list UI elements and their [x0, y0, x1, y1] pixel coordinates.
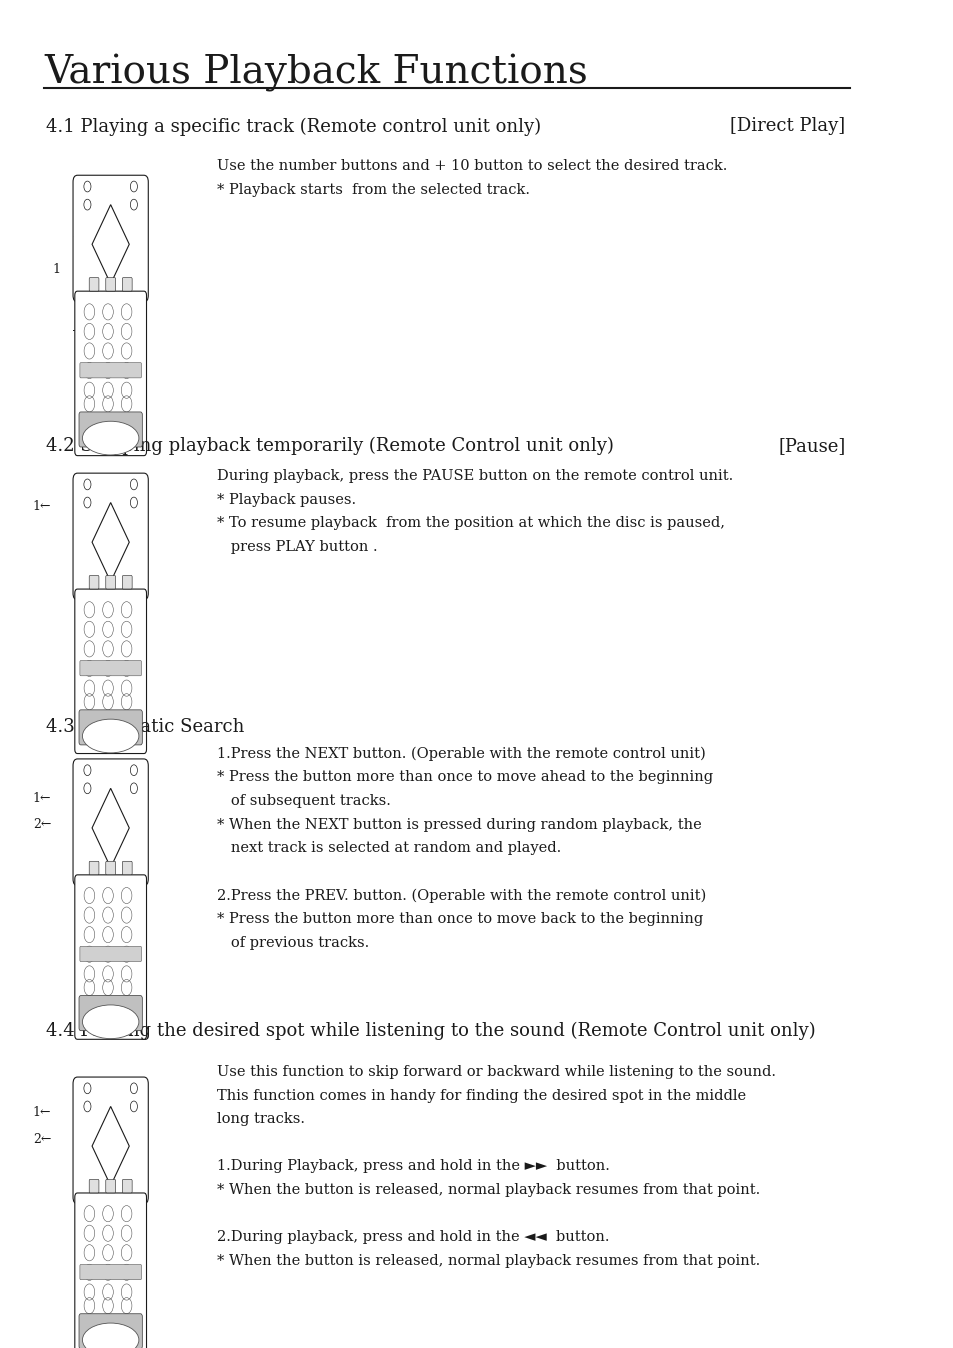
Text: 2←: 2← — [33, 1132, 51, 1146]
FancyBboxPatch shape — [106, 278, 115, 291]
FancyBboxPatch shape — [79, 996, 142, 1031]
FancyBboxPatch shape — [89, 861, 99, 875]
Ellipse shape — [82, 421, 139, 454]
FancyBboxPatch shape — [73, 473, 148, 600]
Text: Use the number buttons and + 10 button to select the desired track.: Use the number buttons and + 10 button t… — [216, 159, 726, 173]
Text: 4.2 Stopping playback temporarily (Remote Control unit only): 4.2 Stopping playback temporarily (Remot… — [46, 437, 614, 456]
Text: * Playback pauses.: * Playback pauses. — [216, 492, 355, 507]
Text: 1←: 1← — [32, 1105, 51, 1119]
FancyBboxPatch shape — [106, 1180, 115, 1193]
FancyBboxPatch shape — [80, 1264, 141, 1279]
Text: * Press the button more than once to move ahead to the beginning: * Press the button more than once to mov… — [216, 771, 712, 785]
Text: 1.Press the NEXT button. (Operable with the remote control unit): 1.Press the NEXT button. (Operable with … — [216, 747, 705, 762]
Ellipse shape — [82, 1004, 139, 1038]
FancyBboxPatch shape — [79, 710, 142, 745]
Text: [Direct Play]: [Direct Play] — [730, 117, 844, 135]
Text: long tracks.: long tracks. — [216, 1112, 305, 1126]
Ellipse shape — [82, 1324, 139, 1348]
Text: * When the NEXT button is pressed during random playback, the: * When the NEXT button is pressed during… — [216, 817, 700, 832]
FancyBboxPatch shape — [122, 861, 132, 875]
FancyBboxPatch shape — [89, 1180, 99, 1193]
Text: * When the button is released, normal playback resumes from that point.: * When the button is released, normal pl… — [216, 1184, 760, 1197]
Text: of previous tracks.: of previous tracks. — [216, 936, 369, 949]
FancyBboxPatch shape — [122, 278, 132, 291]
FancyBboxPatch shape — [73, 1077, 148, 1204]
FancyBboxPatch shape — [79, 1314, 142, 1348]
FancyBboxPatch shape — [106, 861, 115, 875]
Text: of subsequent tracks.: of subsequent tracks. — [216, 794, 391, 807]
Text: 2←: 2← — [33, 818, 51, 832]
Text: During playback, press the PAUSE button on the remote control unit.: During playback, press the PAUSE button … — [216, 469, 732, 483]
Text: Various Playback Functions: Various Playback Functions — [44, 54, 587, 92]
FancyBboxPatch shape — [80, 363, 141, 377]
Text: next track is selected at random and played.: next track is selected at random and pla… — [216, 841, 560, 855]
Text: 1: 1 — [52, 263, 60, 276]
FancyBboxPatch shape — [74, 875, 147, 1039]
Text: This function comes in handy for finding the desired spot in the middle: This function comes in handy for finding… — [216, 1089, 745, 1103]
FancyBboxPatch shape — [74, 1193, 147, 1348]
Text: * When the button is released, normal playback resumes from that point.: * When the button is released, normal pl… — [216, 1254, 760, 1267]
FancyBboxPatch shape — [122, 1180, 132, 1193]
Text: * Press the button more than once to move back to the beginning: * Press the button more than once to mov… — [216, 911, 702, 926]
Text: 4.4 Finding the desired spot while listening to the sound (Remote Control unit o: 4.4 Finding the desired spot while liste… — [46, 1022, 815, 1041]
Text: * To resume playback  from the position at which the disc is paused,: * To resume playback from the position a… — [216, 516, 724, 530]
FancyBboxPatch shape — [74, 291, 147, 456]
FancyBboxPatch shape — [80, 946, 141, 961]
FancyBboxPatch shape — [73, 175, 148, 302]
Text: press PLAY button .: press PLAY button . — [216, 539, 377, 554]
Text: [Pause]: [Pause] — [778, 437, 844, 454]
Ellipse shape — [82, 718, 139, 752]
FancyBboxPatch shape — [80, 661, 141, 675]
Text: 1←: 1← — [32, 500, 51, 514]
Text: 1.During Playback, press and hold in the ►►  button.: 1.During Playback, press and hold in the… — [216, 1159, 609, 1173]
Text: 4.3 Automatic Search: 4.3 Automatic Search — [46, 718, 244, 736]
Text: Use this function to skip forward or backward while listening to the sound.: Use this function to skip forward or bac… — [216, 1065, 775, 1078]
FancyBboxPatch shape — [89, 278, 99, 291]
FancyBboxPatch shape — [89, 576, 99, 589]
FancyBboxPatch shape — [73, 759, 148, 886]
Text: 2.During playback, press and hold in the ◄◄  button.: 2.During playback, press and hold in the… — [216, 1229, 609, 1244]
FancyBboxPatch shape — [122, 576, 132, 589]
Text: * Playback starts  from the selected track.: * Playback starts from the selected trac… — [216, 182, 529, 197]
Text: 2.Press the PREV. button. (Operable with the remote control unit): 2.Press the PREV. button. (Operable with… — [216, 888, 705, 903]
Text: 4.1 Playing a specific track (Remote control unit only): 4.1 Playing a specific track (Remote con… — [46, 117, 540, 136]
Text: 1←: 1← — [32, 791, 51, 805]
FancyBboxPatch shape — [79, 412, 142, 448]
FancyBboxPatch shape — [106, 576, 115, 589]
FancyBboxPatch shape — [74, 589, 147, 754]
